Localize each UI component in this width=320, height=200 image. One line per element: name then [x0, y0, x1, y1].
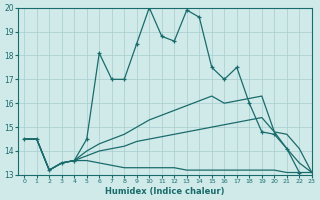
X-axis label: Humidex (Indice chaleur): Humidex (Indice chaleur): [105, 187, 225, 196]
